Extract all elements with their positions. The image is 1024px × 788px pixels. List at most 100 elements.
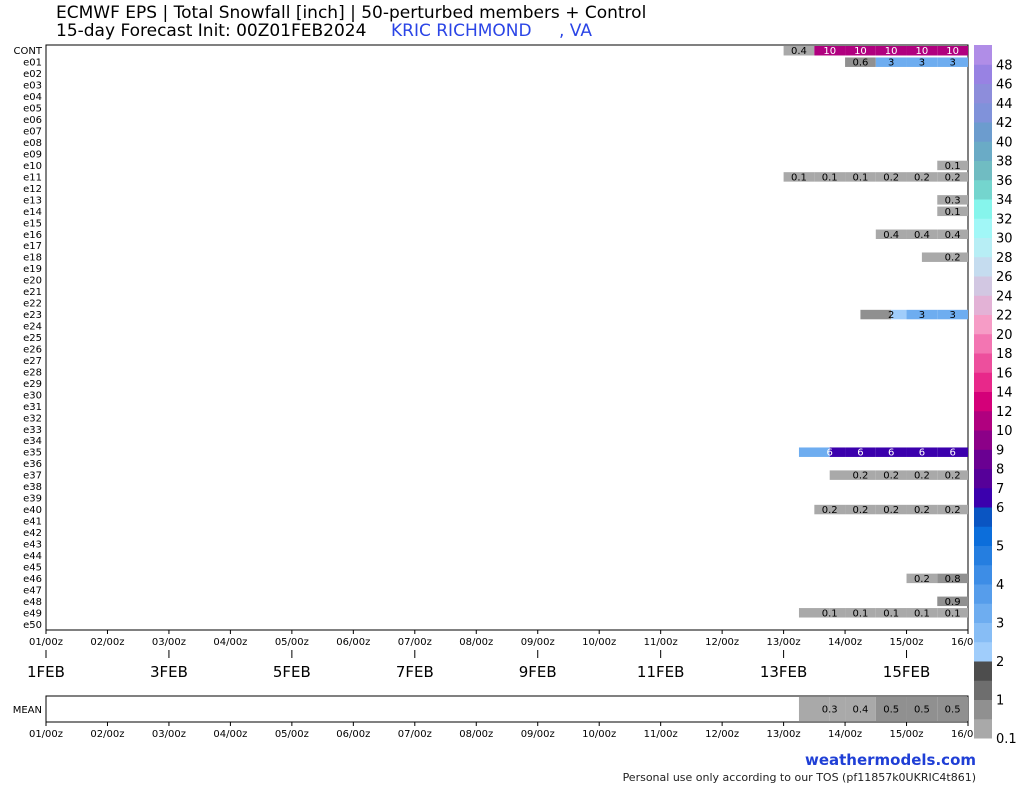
colorbar-swatch: [974, 160, 992, 181]
colorbar-swatch: [974, 526, 992, 546]
colorbar-tick-label: 3: [996, 617, 1004, 632]
colorbar-tick-label: 40: [996, 135, 1013, 150]
snow-cell: [906, 504, 938, 515]
snow-cell: [906, 57, 938, 67]
colorbar-tick-label: 42: [996, 116, 1013, 131]
member-label: e20: [23, 276, 42, 287]
colorbar-tick-label: 46: [996, 78, 1013, 93]
plot-area: [45, 44, 969, 631]
mean-label: MEAN: [13, 705, 42, 716]
mean-x-tick-label: 13/00z: [767, 729, 801, 740]
snow-value-label: 3: [949, 310, 955, 321]
snow-cell: [906, 172, 938, 182]
mean-x-tick-label: 05/00z: [275, 729, 309, 740]
x-tick-label: 11/00z: [644, 637, 678, 648]
snow-value-label: 0.4: [883, 230, 899, 241]
snow-value-label: 0.1: [945, 161, 961, 172]
mean-x-tick-label: 16/00z: [951, 729, 985, 740]
member-label: e29: [23, 379, 42, 390]
mean-x-tick-label: 10/00z: [582, 729, 616, 740]
member-label: e02: [23, 69, 42, 80]
snow-value-label: 0.2: [822, 505, 838, 516]
mean-x-tick-label: 14/00z: [828, 729, 862, 740]
colorbar-swatch: [974, 218, 992, 238]
member-label: e33: [23, 425, 42, 436]
snow-cell: [937, 309, 968, 320]
member-label: e15: [23, 218, 42, 229]
brand-link[interactable]: weathermodels.com: [804, 751, 976, 769]
snow-cell: [875, 697, 907, 721]
snow-value-label: 3: [919, 310, 925, 321]
snow-value-label: 6: [827, 448, 833, 459]
snow-value-label: 0.3: [822, 705, 838, 716]
member-label: e47: [23, 585, 42, 596]
snow-cell: [921, 252, 953, 262]
member-label: e11: [23, 172, 42, 183]
colorbar-tick-label: 5: [996, 540, 1004, 555]
member-label: e21: [23, 287, 42, 298]
colorbar-tick-label: 14: [996, 386, 1013, 401]
colorbar-swatch: [974, 179, 992, 200]
colorbar-swatch: [974, 45, 992, 65]
colorbar-tick-label: 36: [996, 174, 1013, 189]
colorbar-tick-label: 30: [996, 232, 1013, 247]
snow-value-label: 0.2: [914, 172, 930, 183]
snow-cell: [937, 57, 968, 67]
colorbar-tick-label: 1: [996, 694, 1004, 709]
colorbar-swatch: [974, 276, 992, 296]
member-label: e03: [23, 81, 42, 92]
colorbar-tick-label: 44: [996, 97, 1013, 112]
colorbar-tick-label: 4: [996, 578, 1004, 593]
x-tick-label: 07/00z: [398, 637, 432, 648]
snow-cell: [937, 470, 968, 480]
snow-cell: [937, 447, 968, 457]
snow-value-label: 0.1: [914, 608, 930, 619]
snow-cell: [875, 229, 907, 239]
snow-cell: [906, 470, 938, 480]
snow-cell: [937, 608, 968, 618]
member-label: e39: [23, 494, 42, 505]
x-tick-label: 02/00z: [90, 637, 124, 648]
snow-value-label: 0.1: [822, 608, 838, 619]
snow-cell: [937, 697, 968, 721]
snow-cell: [937, 46, 968, 56]
snow-cell: [875, 46, 907, 56]
snow-value-label: 0.4: [791, 46, 807, 57]
member-label: e14: [23, 207, 42, 218]
colorbar-swatch: [974, 199, 992, 219]
mean-x-tick-label: 06/00z: [336, 729, 370, 740]
snow-value-label: 0.3: [945, 195, 961, 206]
member-label: e40: [23, 505, 42, 516]
date-label: 1FEB: [27, 663, 65, 681]
snow-value-label: 10: [946, 46, 959, 57]
x-tick-label: 10/00z: [582, 637, 616, 648]
snow-value-label: 0.4: [852, 705, 868, 716]
colorbar-swatch: [974, 564, 992, 585]
snow-value-label: 0.1: [883, 608, 899, 619]
snow-cell: [937, 195, 968, 205]
colorbar-swatch: [974, 622, 992, 643]
date-label: 7FEB: [396, 663, 434, 681]
colorbar-tick-label: 34: [996, 193, 1013, 208]
mean-x-tick-label: 11/00z: [644, 729, 678, 740]
member-label: e48: [23, 597, 42, 608]
mean-x-tick-label: 15/00z: [889, 729, 923, 740]
mean-x-tick-label: 01/00z: [29, 729, 63, 740]
colorbar-tick-label: 2: [996, 655, 1004, 670]
snow-cell: [845, 504, 876, 515]
snow-value-label: 0.2: [914, 505, 930, 516]
member-label: e38: [23, 482, 42, 493]
snow-cell: [937, 504, 968, 515]
colorbar-tick-label: 28: [996, 251, 1013, 266]
member-label: e13: [23, 195, 42, 206]
x-tick-label: 05/00z: [275, 637, 309, 648]
snow-cell: [860, 470, 876, 480]
colorbar-swatch: [974, 584, 992, 604]
colorbar-swatch: [974, 718, 992, 739]
colorbar-tick-label: 9: [996, 443, 1004, 458]
snow-value-label: 6: [919, 448, 925, 459]
colorbar-swatch: [974, 641, 992, 662]
member-label: e04: [23, 92, 42, 103]
snow-cell: [875, 608, 907, 618]
